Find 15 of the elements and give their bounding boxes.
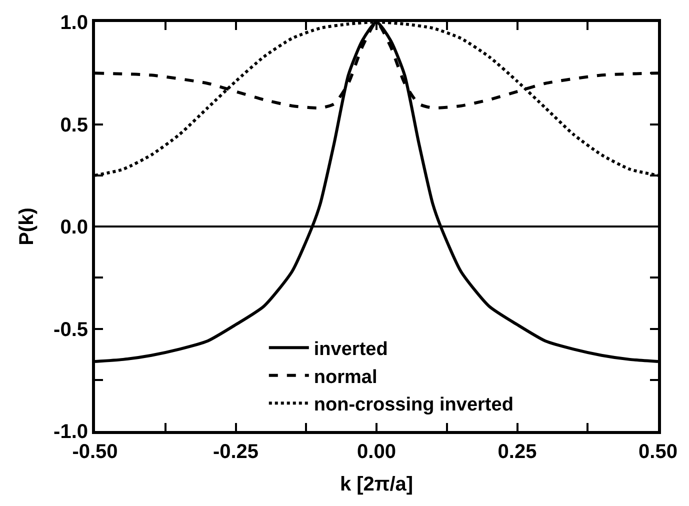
y-tick-label: -0.5 [54,318,88,341]
y-tick-label: 1.0 [60,12,88,34]
x-tick-label: -0.50 [72,441,118,463]
x-tick-label: 0.00 [357,441,396,463]
y-tick-label: 0.0 [60,216,88,238]
x-axis-title: k [2π/a] [340,474,414,496]
legend-label: non-crossing inverted [314,394,514,416]
y-tick-label: 0.5 [60,114,88,136]
y-tick-label: -1.0 [54,421,88,443]
x-tick-label: 0.25 [498,441,537,463]
y-axis-title: P(k) [16,208,38,246]
x-tick-label: 0.50 [638,441,678,463]
legend-label: normal [314,366,378,388]
legend-label: inverted [314,339,388,360]
x-tick-label: -0.25 [212,441,259,463]
